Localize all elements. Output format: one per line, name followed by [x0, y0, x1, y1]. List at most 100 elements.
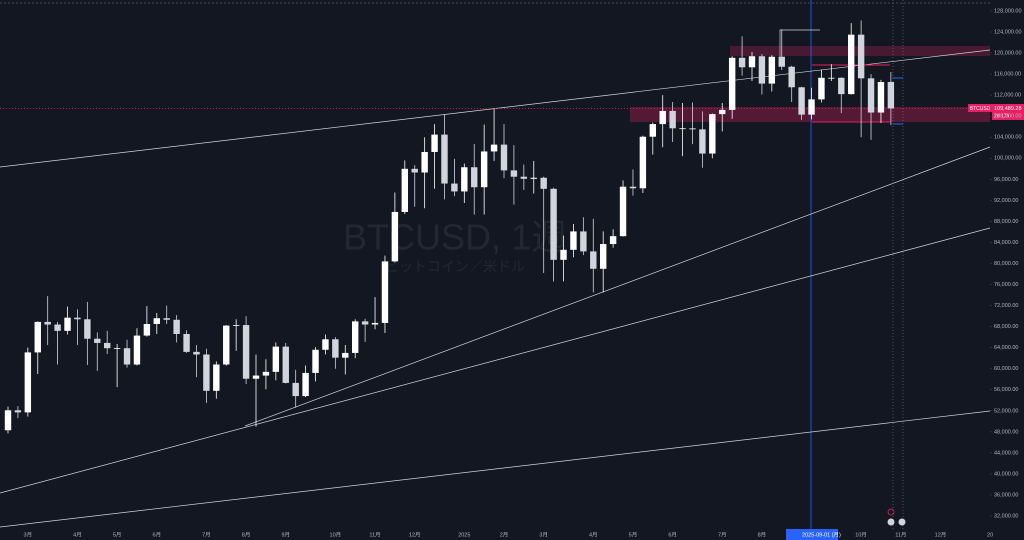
candle-body [689, 128, 696, 130]
x-tick-label: 10月 [330, 531, 342, 538]
candle-body [709, 114, 716, 154]
event-icon[interactable] [887, 518, 895, 526]
candle-body [232, 325, 240, 326]
x-tick-label: 6月 [668, 531, 677, 538]
candle-body [54, 324, 61, 331]
y-tick-label: 64,000.00 [994, 345, 1018, 351]
y-axis: 32,000.00 36,000.00 40,000.00 44,000.00 48,0… [990, 8, 1022, 519]
y-tick-label: 32,000.00 [994, 513, 1018, 519]
candle-body [679, 128, 686, 130]
x-tick-label: 5月 [113, 531, 122, 538]
candle-body [352, 321, 359, 353]
x-tick-label: 2025-09-01 (月) [802, 531, 841, 538]
candle-body [441, 134, 448, 184]
candle-body [242, 325, 250, 379]
candle-body [570, 231, 577, 250]
candle-body [480, 151, 488, 188]
price-axis [990, 0, 1024, 540]
candle-body [173, 319, 180, 334]
y-tick-label: 68,000.00 [994, 324, 1018, 330]
watermark: BTCUSD, 1週 [343, 217, 567, 258]
candle-body [848, 34, 855, 95]
x-tick-label: 4月 [73, 531, 82, 538]
x-tick-label: 6月 [153, 531, 162, 538]
candle-body [153, 318, 160, 324]
candle-body [550, 188, 557, 260]
watermark-sub: ビットコイン／米ドル [385, 259, 525, 275]
candle-body [163, 318, 170, 320]
x-tick-label: 10月 [855, 531, 867, 538]
x-tick-label: 4月 [589, 531, 598, 538]
trend-line [0, 227, 991, 494]
candle-body [133, 335, 141, 365]
candle-body [639, 136, 647, 189]
y-tick-label: 108,000.00 [994, 114, 1022, 120]
candle-body [104, 342, 111, 349]
candle-body [659, 110, 666, 125]
x-tick-label: 11月 [895, 531, 906, 538]
event-icon[interactable] [898, 518, 906, 526]
candle-body [4, 410, 12, 431]
candle-body [421, 151, 428, 173]
y-tick-label: 44,000.00 [994, 450, 1018, 456]
candle-body [609, 236, 617, 245]
y-tick-label: 92,000.00 [994, 198, 1018, 204]
candle-body [332, 339, 339, 358]
candle-body [500, 144, 508, 171]
candle-body [123, 348, 131, 365]
event-icon[interactable] [887, 508, 895, 516]
candle-body [371, 322, 379, 325]
candle-body [34, 321, 41, 353]
candles [4, 20, 895, 434]
candle-body [699, 129, 706, 154]
last-price-label: 109,489.28 [994, 106, 1022, 112]
candle-body [560, 249, 567, 260]
x-tick-label: 12月 [409, 531, 421, 538]
candle-body [719, 109, 726, 115]
candle-body [64, 317, 71, 331]
y-tick-label: 128,000.00 [994, 8, 1022, 14]
candle-body [292, 382, 299, 397]
candle-body [490, 144, 498, 152]
y-tick-label: 48,000.00 [994, 429, 1018, 435]
candle-body [183, 333, 190, 352]
candle-body [867, 78, 875, 113]
candle-body [84, 319, 91, 339]
candle-body [381, 261, 389, 323]
x-tick-label: 2月 [500, 531, 509, 538]
candle-body [223, 325, 230, 365]
trend-lines [0, 29, 991, 528]
candle-body [451, 183, 458, 192]
price-badge [992, 104, 1024, 120]
candle-body [808, 99, 815, 115]
candle-body [669, 110, 676, 129]
candle-body [312, 349, 319, 373]
x-tick-label: 7月 [202, 531, 211, 538]
x-tick-label: 2025 [458, 532, 470, 538]
candle-body [471, 167, 478, 188]
y-tick-label: 100,000.00 [994, 156, 1022, 162]
candle-body [828, 77, 835, 79]
y-tick-label: 72,000.00 [994, 303, 1018, 309]
candle-body [857, 34, 865, 79]
candle-body [619, 186, 627, 237]
candle-body [203, 354, 210, 391]
candle-body [213, 364, 220, 391]
candle-body [758, 56, 766, 84]
candle-body [24, 352, 32, 413]
x-tick-label: 3月 [24, 531, 33, 538]
candle-body [461, 167, 468, 192]
candle-body [600, 244, 607, 269]
candle-body [520, 176, 528, 179]
y-tick-label: 112,000.00 [994, 93, 1021, 99]
x-tick-label: 8月 [242, 531, 251, 538]
candle-body [738, 57, 746, 68]
candle-body [401, 168, 408, 212]
candle-body [431, 134, 438, 152]
trend-line [0, 410, 991, 528]
y-tick-label: 60,000.00 [994, 366, 1018, 372]
candle-body [411, 168, 418, 173]
candle-body [629, 186, 637, 189]
x-tick-label: 20 [987, 532, 993, 538]
